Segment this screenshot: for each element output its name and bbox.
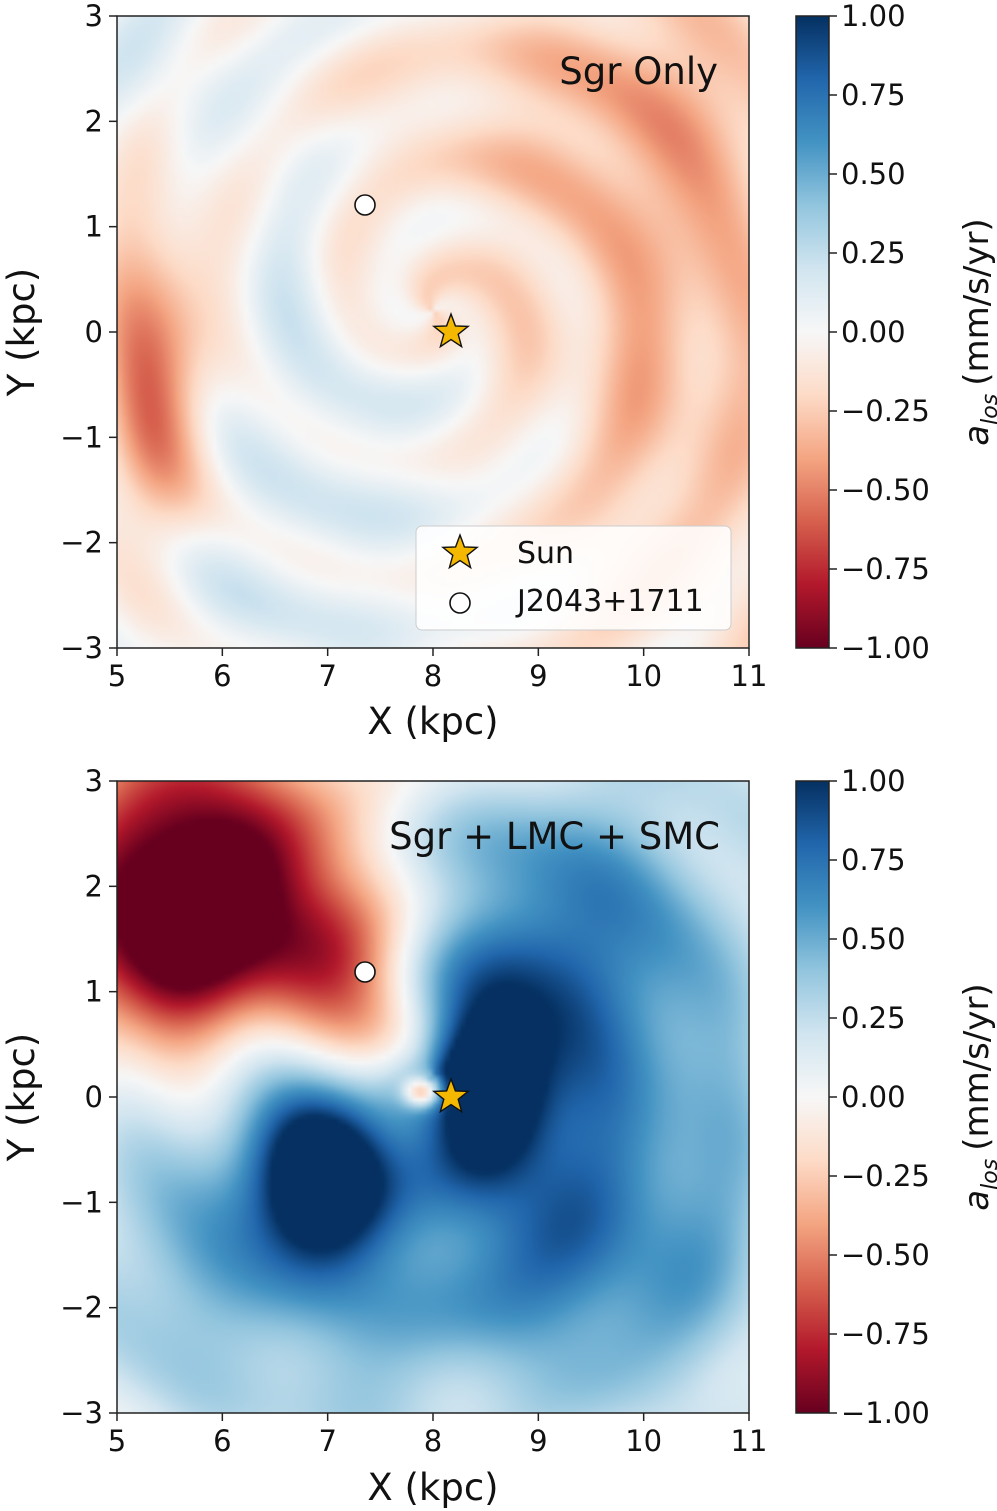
x-tick-label: 6: [213, 1424, 231, 1458]
legend-label-sun: Sun: [517, 536, 574, 571]
colorbar-tick-label: −1.00: [841, 1396, 930, 1430]
y-ticks: 3 2 1 0 −1 −2 −3: [60, 0, 117, 665]
colorbar-ticks: 1.00 0.75 0.50 0.25 0.00 −0.25 −0.50 −0.75 −1.00: [829, 0, 930, 665]
y-axis-label: Y (kpc): [0, 268, 43, 398]
colorbar-tick-label: 0.25: [841, 236, 906, 270]
colorbar-label: alos(mm/s/yr): [957, 218, 997, 445]
sun-marker: [431, 1076, 471, 1114]
circle-icon: [449, 592, 471, 614]
panel-title: Sgr Only: [559, 50, 718, 93]
y-tick-label: 0: [85, 315, 103, 349]
star-icon: [440, 532, 480, 570]
x-tick-label: 10: [625, 1424, 662, 1458]
colorbar-tick-label: −0.50: [841, 1238, 930, 1272]
colorbar-tick-label: −0.75: [841, 1317, 930, 1351]
pulsar-marker: [354, 961, 376, 983]
x-tick-label: 6: [213, 659, 231, 693]
y-tick-label: 2: [85, 869, 103, 903]
y-tick-label: 1: [85, 210, 103, 244]
x-tick-label: 7: [318, 659, 336, 693]
x-tick-label: 9: [529, 1424, 547, 1458]
x-axis-label: X (kpc): [367, 700, 498, 743]
colorbar-ticks: 1.00 0.75 0.50 0.25 0.00 −0.25 −0.50 −0.75 −1.00: [829, 764, 930, 1430]
colorbar-top: 1.00 0.75 0.50 0.25 0.00 −0.25 −0.50 −0.75 −1.00…: [795, 0, 997, 665]
x-tick-label: 9: [529, 659, 547, 693]
x-ticks: 5 6 7 8 9 10 11: [108, 648, 768, 693]
colorbar-tick-label: −0.25: [841, 394, 930, 428]
colorbar-label: alos(mm/s/yr): [957, 983, 997, 1210]
colorbar-tick-label: 1.00: [841, 764, 906, 798]
colorbar-tick-label: −0.25: [841, 1159, 930, 1193]
colorbar-tick-label: 0.75: [841, 78, 906, 112]
x-tick-label: 7: [318, 1424, 336, 1458]
x-tick-label: 11: [731, 1424, 768, 1458]
colorbar-tick-label: 0.25: [841, 1001, 906, 1035]
y-tick-label: −1: [60, 1185, 103, 1219]
x-tick-label: 5: [108, 1424, 126, 1458]
y-tick-label: −3: [60, 1396, 103, 1430]
colorbar-tick-label: 0.50: [841, 157, 906, 191]
colorbar-bottom: 1.00 0.75 0.50 0.25 0.00 −0.25 −0.50 −0.75 −1.00…: [795, 764, 997, 1430]
y-ticks: 3 2 1 0 −1 −2 −3: [60, 764, 117, 1430]
colorbar-tick-label: 0.00: [841, 315, 906, 349]
y-tick-label: 0: [85, 1080, 103, 1114]
x-tick-label: 10: [625, 659, 662, 693]
sun-marker: [431, 311, 471, 349]
y-tick-label: −1: [60, 420, 103, 454]
legend-box: [415, 525, 732, 631]
y-tick-label: 2: [85, 104, 103, 138]
x-axis-label: X (kpc): [367, 1466, 498, 1509]
x-tick-label: 8: [424, 1424, 442, 1458]
heatmap-image: [117, 781, 749, 1413]
colorbar-gradient: [795, 780, 830, 1414]
legend-label-pulsar: J2043+1711: [515, 584, 704, 619]
y-tick-label: −2: [60, 526, 103, 560]
x-tick-label: 5: [108, 659, 126, 693]
pulsar-marker: [354, 194, 376, 216]
legend: Sun J2043+1711: [415, 525, 732, 631]
colorbar-gradient: [795, 15, 830, 649]
colorbar-tick-label: 0.75: [841, 843, 906, 877]
colorbar-tick-label: −1.00: [841, 631, 930, 665]
y-tick-label: −3: [60, 631, 103, 665]
colorbar-tick-label: 1.00: [841, 0, 906, 33]
colorbar-tick-label: −0.75: [841, 552, 930, 586]
y-tick-label: 3: [85, 764, 103, 798]
y-axis-label: Y (kpc): [0, 1033, 43, 1163]
colorbar-tick-label: 0.00: [841, 1080, 906, 1114]
x-tick-label: 8: [424, 659, 442, 693]
colorbar-tick-label: −0.50: [841, 473, 930, 507]
panel-title: Sgr + LMC + SMC: [389, 815, 720, 858]
y-tick-label: 3: [85, 0, 103, 33]
x-ticks: 5 6 7 8 9 10 11: [108, 1413, 768, 1458]
colorbar-tick-label: 0.50: [841, 922, 906, 956]
x-tick-label: 11: [731, 659, 768, 693]
y-tick-label: 1: [85, 975, 103, 1009]
y-tick-label: −2: [60, 1291, 103, 1325]
